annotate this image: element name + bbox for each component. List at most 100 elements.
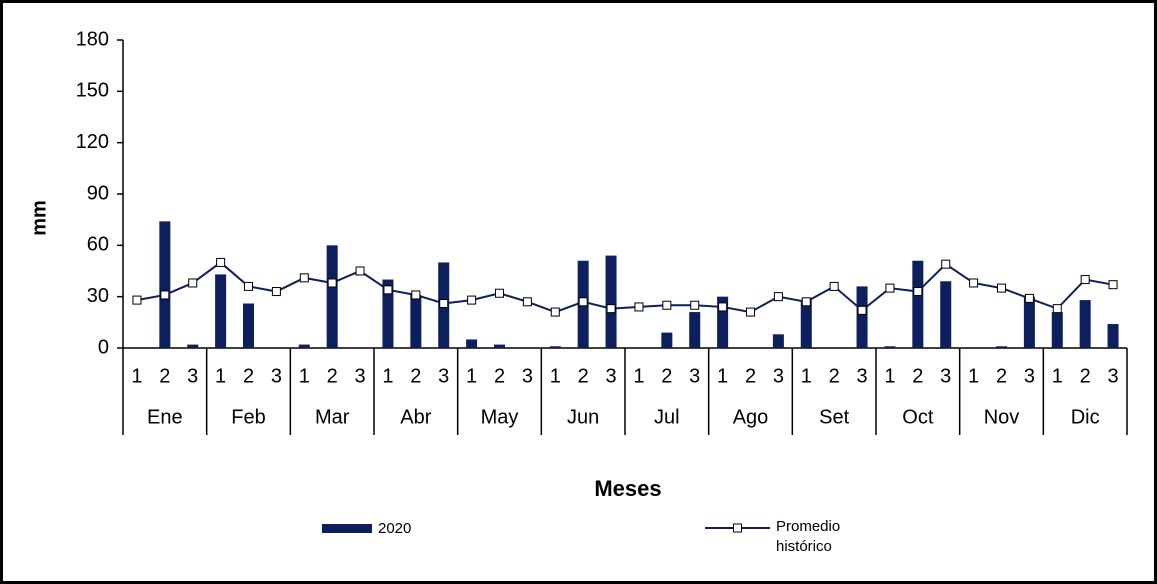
bar xyxy=(940,281,952,348)
group-label: Ene xyxy=(147,406,183,428)
group-label: May xyxy=(481,406,519,428)
bar xyxy=(1107,324,1119,348)
marker xyxy=(439,299,449,309)
x-tick-label: 2 xyxy=(243,365,254,387)
y-tick-label: 90 xyxy=(87,182,109,204)
x-tick-label: 3 xyxy=(522,365,533,387)
bar xyxy=(996,346,1007,348)
marker xyxy=(1080,275,1090,285)
x-tick-label: 1 xyxy=(215,365,226,387)
y-tick-label: 150 xyxy=(76,80,109,102)
bar xyxy=(884,346,896,348)
marker xyxy=(662,300,672,310)
bar xyxy=(1079,300,1091,348)
bar xyxy=(215,274,227,348)
bar xyxy=(912,260,924,348)
marker xyxy=(1108,280,1118,290)
marker xyxy=(997,283,1006,293)
bar xyxy=(689,312,701,348)
group-label: Ago xyxy=(733,406,769,428)
marker xyxy=(857,305,867,315)
x-tick-label: 2 xyxy=(494,365,505,387)
bar xyxy=(800,300,812,348)
group-label: Jun xyxy=(567,406,599,428)
group-label: Jul xyxy=(654,406,680,428)
marker xyxy=(327,278,337,288)
marker xyxy=(188,278,198,288)
x-tick-label: 1 xyxy=(1052,365,1063,387)
marker xyxy=(801,297,811,307)
bar xyxy=(466,339,478,348)
bar xyxy=(382,279,394,348)
bar xyxy=(549,346,561,348)
marker xyxy=(299,273,309,283)
marker xyxy=(355,266,365,276)
bar xyxy=(410,294,422,348)
bar xyxy=(1051,312,1063,348)
x-tick-label: 2 xyxy=(912,365,923,387)
x-tick-label: 1 xyxy=(633,365,644,387)
marker xyxy=(913,287,923,297)
x-tick-label: 3 xyxy=(271,365,282,387)
marker xyxy=(467,295,477,305)
marker xyxy=(550,307,560,317)
x-tick-label: 2 xyxy=(578,365,589,387)
marker xyxy=(634,302,644,312)
x-tick-label: 1 xyxy=(299,365,310,387)
marker xyxy=(1024,293,1034,303)
y-tick-label: 60 xyxy=(87,234,109,256)
x-tick-label: 2 xyxy=(327,365,338,387)
bar xyxy=(187,344,199,348)
marker xyxy=(522,297,532,307)
bar xyxy=(772,334,784,348)
x-tick-label: 2 xyxy=(745,365,756,387)
x-tick-label: 3 xyxy=(438,365,449,387)
x-tick-label: 1 xyxy=(131,365,142,387)
x-tick-label: 3 xyxy=(940,365,951,387)
bar xyxy=(856,286,868,348)
marker xyxy=(941,259,951,269)
group-label: Feb xyxy=(231,406,265,428)
marker xyxy=(773,292,783,302)
marker xyxy=(216,257,226,267)
marker xyxy=(718,302,728,312)
marker xyxy=(885,283,895,293)
marker xyxy=(160,290,170,300)
x-tick-label: 3 xyxy=(187,365,198,387)
x-tick-label: 1 xyxy=(968,365,979,387)
bar xyxy=(1023,296,1035,348)
bar xyxy=(717,296,729,348)
x-tick-label: 2 xyxy=(410,365,421,387)
bar xyxy=(605,255,617,348)
x-tick-label: 3 xyxy=(856,365,867,387)
marker xyxy=(383,285,393,295)
y-axis-title: mm xyxy=(28,200,50,236)
marker xyxy=(271,287,281,297)
marker xyxy=(411,290,421,300)
x-tick-label: 1 xyxy=(884,365,895,387)
x-tick-label: 2 xyxy=(996,365,1007,387)
marker xyxy=(244,281,253,291)
x-tick-label: 1 xyxy=(550,365,561,387)
x-tick-label: 2 xyxy=(159,365,170,387)
marker xyxy=(969,278,979,288)
legend-label: 2020 xyxy=(378,520,411,537)
x-tick-label: 1 xyxy=(717,365,728,387)
y-tick-label: 0 xyxy=(98,336,109,358)
marker xyxy=(829,281,839,291)
group-label: Oct xyxy=(902,406,934,428)
bar xyxy=(326,245,338,348)
marker xyxy=(495,288,504,298)
x-tick-label: 3 xyxy=(689,365,700,387)
x-tick-label: 3 xyxy=(354,365,365,387)
marker xyxy=(746,307,755,317)
y-tick-label: 180 xyxy=(76,28,109,50)
x-tick-label: 1 xyxy=(466,365,477,387)
marker xyxy=(1052,304,1062,314)
group-label: Dic xyxy=(1071,406,1100,428)
group-label: Set xyxy=(819,406,849,428)
x-tick-label: 3 xyxy=(605,365,616,387)
bar xyxy=(243,303,254,348)
